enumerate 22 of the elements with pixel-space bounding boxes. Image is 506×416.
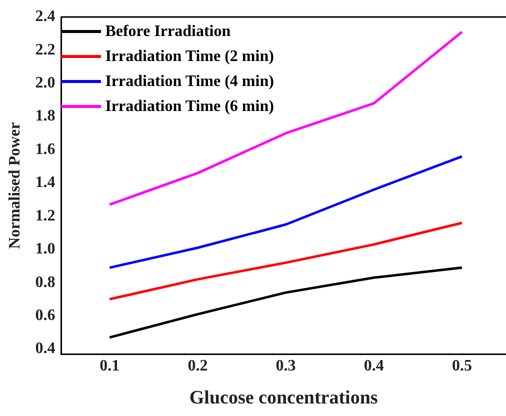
x-tick-label: 0.1 — [100, 358, 120, 375]
x-tick-label: 0.4 — [364, 358, 384, 375]
y-tick-label: 2.4 — [35, 8, 56, 26]
y-tick-label: 1.4 — [35, 174, 56, 192]
x-axis-title: Glucose concentrations — [189, 388, 378, 409]
x-tick-label: 0.2 — [188, 358, 208, 375]
y-tick-label: 2.2 — [35, 41, 56, 58]
y-tick-label: 2.0 — [35, 74, 56, 92]
x-tick-label: 0.3 — [276, 358, 296, 375]
y-tick-label: 0.4 — [35, 340, 56, 358]
x-tick-label: 0.5 — [452, 358, 472, 375]
y-tick-label: 1.0 — [35, 240, 56, 258]
y-tick-label: 1.2 — [35, 207, 56, 224]
y-tick-label: 0.8 — [35, 274, 56, 291]
legend-label: Before Irradiation — [105, 22, 231, 40]
y-tick-label: 0.6 — [35, 306, 56, 324]
y-tick-label: 1.6 — [35, 140, 56, 158]
y-tick-label: 1.8 — [35, 108, 56, 125]
y-axis-title: Normalised Power — [6, 122, 24, 249]
legend-label: Irradiation Time (2 min) — [105, 48, 274, 66]
legend-label: Irradiation Time (6 min) — [105, 98, 274, 116]
legend-label: Irradiation Time (4 min) — [105, 72, 274, 90]
